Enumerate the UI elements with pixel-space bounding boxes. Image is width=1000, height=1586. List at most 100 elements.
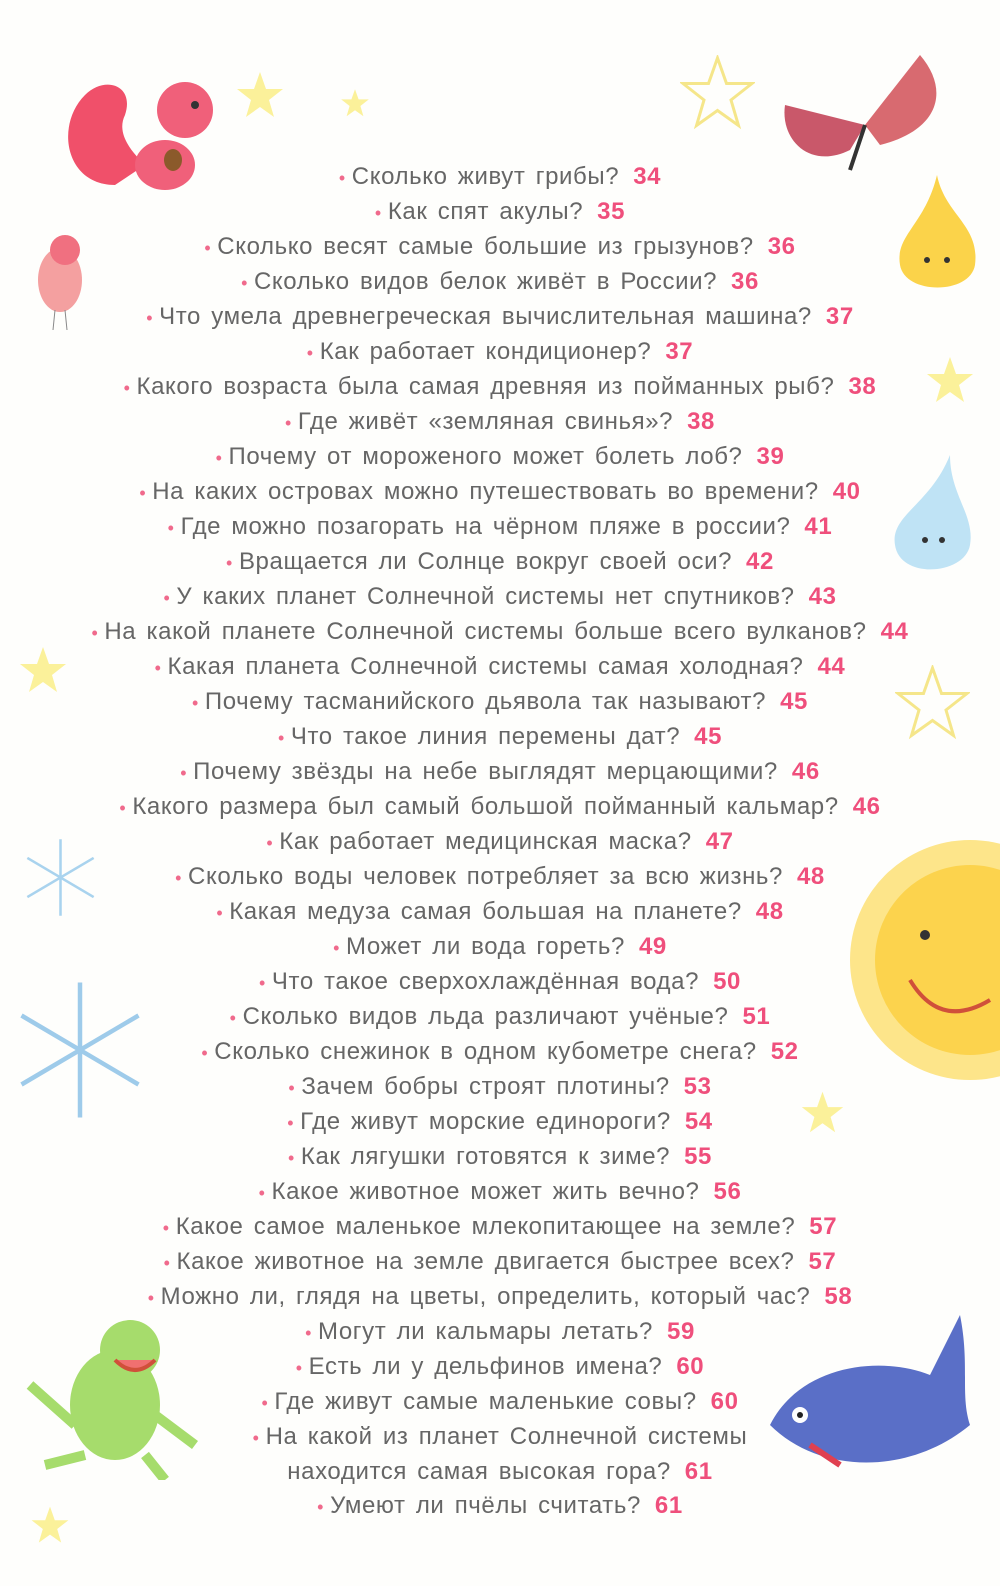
entry-question: Может ли вода гореть? bbox=[346, 933, 625, 960]
entry-question: Где живут самые маленькие совы? bbox=[274, 1388, 697, 1415]
bullet-icon: • bbox=[266, 833, 274, 853]
page-number: 59 bbox=[667, 1318, 695, 1345]
toc-entry: • Что такое сверхохлаждённая вода? 50 bbox=[0, 965, 1000, 1000]
entry-question: Какое животное может жить вечно? bbox=[271, 1178, 700, 1205]
entry-question: Какое животное на земле двигается быстре… bbox=[176, 1248, 795, 1275]
page-number: 34 bbox=[633, 163, 662, 190]
bullet-icon: • bbox=[216, 903, 224, 923]
page-number: 45 bbox=[694, 723, 723, 750]
page-number: 48 bbox=[796, 863, 825, 890]
toc-entry: • Какого возраста была самая древняя из п… bbox=[0, 370, 1000, 405]
bullet-icon: • bbox=[261, 1393, 269, 1413]
toc-entry: • Какое самое маленькое млекопитающее на … bbox=[0, 1210, 1000, 1245]
bullet-icon: • bbox=[146, 308, 154, 328]
toc-entry: • Почему звёзды на небе выглядят мерцающи… bbox=[0, 755, 1000, 790]
bullet-icon: • bbox=[229, 1008, 237, 1028]
toc-entry: • Какое животное может жить вечно? 56 bbox=[0, 1175, 1000, 1210]
bullet-icon: • bbox=[123, 378, 131, 398]
toc-entry: • Какого размера был самый большой пойман… bbox=[0, 790, 1000, 825]
bullet-icon: • bbox=[287, 1148, 295, 1168]
star-icon bbox=[31, 1506, 69, 1543]
entry-question: Почему от мороженого может болеть лоб? bbox=[228, 443, 743, 470]
toc-entry: • У каких планет Солнечной системы нет сп… bbox=[0, 580, 1000, 615]
page-number: 44 bbox=[880, 618, 909, 645]
entry-question: Что такое сверхохлаждённая вода? bbox=[271, 968, 700, 995]
page-number: 49 bbox=[638, 933, 667, 960]
bullet-icon: • bbox=[204, 238, 212, 258]
toc-entry: • Сколько видов белок живёт в России? 36 bbox=[0, 265, 1000, 300]
page-number: 46 bbox=[791, 758, 820, 785]
toc-entry: • Как работает кондиционер? 37 bbox=[0, 335, 1000, 370]
entry-question: Какое самое маленькое млекопитающее на з… bbox=[175, 1213, 796, 1240]
toc-entry: • Сколько весят самые большие из грызунов… bbox=[0, 230, 1000, 265]
entry-question: Почему звёзды на небе выглядят мерцающим… bbox=[193, 758, 778, 785]
entry-question: Сколько видов льда различают учёные? bbox=[242, 1003, 729, 1030]
entry-question-continued: находится самая высокая гора? bbox=[287, 1458, 671, 1485]
bullet-icon: • bbox=[163, 588, 171, 608]
entry-question: Какая планета Солнечной системы самая хо… bbox=[167, 653, 804, 680]
toc-entry: • Какая медуза самая большая на планете? 4… bbox=[0, 895, 1000, 930]
entry-question: Сколько видов белок живёт в России? bbox=[253, 268, 718, 295]
toc-entry: • На какой из планет Солнечной системы нах… bbox=[0, 1420, 1000, 1489]
snowflake-icon bbox=[20, 982, 140, 1118]
bullet-icon: • bbox=[333, 938, 341, 958]
table-of-contents: • Сколько живут грибы? 34 • Как спят акулы? 3… bbox=[0, 160, 1000, 1524]
entry-question: Можно ли, глядя на цветы, определить, ко… bbox=[160, 1283, 811, 1310]
toc-entry: • Что такое линия перемены дат? 45 bbox=[0, 720, 1000, 755]
star-icon bbox=[341, 89, 369, 117]
snowflake-icon bbox=[26, 839, 95, 916]
bullet-icon: • bbox=[147, 1288, 155, 1308]
page-number: 38 bbox=[687, 408, 716, 435]
entry-question: Зачем бобры строят плотины? bbox=[301, 1073, 670, 1100]
star-icon bbox=[680, 55, 755, 130]
toc-entry: • Какое животное на земле двигается быстр… bbox=[0, 1245, 1000, 1280]
entry-question: Какого возраста была самая древняя из по… bbox=[136, 373, 835, 400]
entry-question: Как спят акулы? bbox=[387, 198, 584, 225]
entry-question: Как лягушки готовятся к зиме? bbox=[300, 1143, 671, 1170]
bullet-icon: • bbox=[215, 448, 223, 468]
entry-question: Вращается ли Солнце вокруг своей оси? bbox=[238, 548, 733, 575]
page-number: 52 bbox=[770, 1038, 799, 1065]
page-number: 37 bbox=[665, 338, 694, 365]
page-number: 51 bbox=[742, 1003, 771, 1030]
entry-question: Сколько снежинок в одном кубометре снега… bbox=[214, 1038, 757, 1065]
entry-question: На какой планете Солнечной системы больш… bbox=[104, 618, 867, 645]
toc-entry: • Как спят акулы? 35 bbox=[0, 195, 1000, 230]
toc-entry: • Где живёт «земляная свинья»? 38 bbox=[0, 405, 1000, 440]
sun-character bbox=[850, 840, 1000, 1080]
bullet-icon: • bbox=[175, 868, 183, 888]
page-number: 46 bbox=[852, 793, 881, 820]
page-number: 48 bbox=[755, 898, 784, 925]
bullet-icon: • bbox=[91, 623, 99, 643]
bullet-icon: • bbox=[259, 973, 266, 993]
page-number: 60 bbox=[710, 1388, 739, 1415]
flame-character bbox=[899, 175, 976, 288]
entry-question: Сколько воды человек потребляет за всю ж… bbox=[188, 863, 783, 890]
toc-entry: • Можно ли, глядя на цветы, определить, к… bbox=[0, 1280, 1000, 1315]
page-number: 41 bbox=[804, 513, 833, 540]
entry-question: Могут ли кальмары летать? bbox=[317, 1318, 654, 1345]
bullet-icon: • bbox=[139, 483, 147, 503]
page-number: 35 bbox=[597, 198, 626, 225]
toc-entry: • Умеют ли пчёлы считать? 61 bbox=[0, 1489, 1000, 1524]
page-number: 54 bbox=[684, 1108, 713, 1135]
bullet-icon: • bbox=[252, 1428, 260, 1448]
entry-question: На каких островах можно путешествовать в… bbox=[152, 478, 819, 505]
bullet-icon: • bbox=[295, 1358, 303, 1378]
page-number: 40 bbox=[832, 478, 861, 505]
page-number: 61 bbox=[654, 1492, 683, 1519]
page-number: 56 bbox=[713, 1178, 742, 1205]
bullet-icon: • bbox=[154, 658, 162, 678]
page-number: 36 bbox=[767, 233, 796, 260]
toc-entry: • Почему тасманийского дьявола так называ… bbox=[0, 685, 1000, 720]
toc-entry: • Вращается ли Солнце вокруг своей оси? 42 bbox=[0, 545, 1000, 580]
page-number: 61 bbox=[684, 1458, 713, 1485]
bird-illustration bbox=[38, 235, 82, 331]
toc-entry: • Сколько снежинок в одном кубометре снег… bbox=[0, 1035, 1000, 1070]
entry-question: Как работает медицинская маска? bbox=[279, 828, 692, 855]
toc-entry: • Может ли вода гореть? 49 bbox=[0, 930, 1000, 965]
bullet-icon: • bbox=[317, 1497, 325, 1517]
entry-question: Какого размера был самый большой пойманн… bbox=[132, 793, 839, 820]
frog-illustration bbox=[26, 1320, 198, 1480]
